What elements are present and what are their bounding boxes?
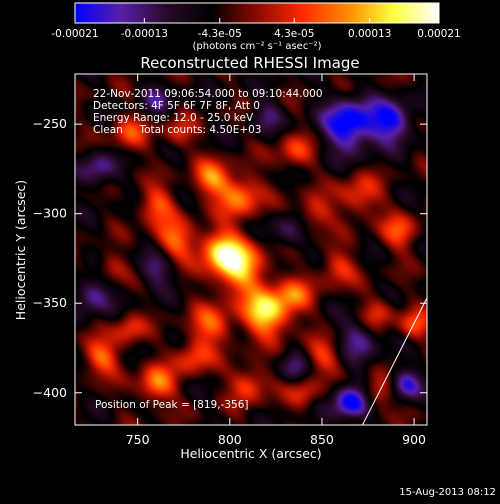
info-clean-counts: Clean Total counts: 4.50E+03	[93, 124, 262, 136]
footer-timestamp: 15-Aug-2013 08:12	[399, 487, 496, 498]
colorbar: -0.00021 -0.00013 -4.3e-05 4.3e-05 0.00013 0.…	[51, 2, 461, 52]
observation-info: 22-Nov-2011 09:06:54.000 to 09:10:44.000…	[93, 88, 323, 136]
colorbar-gradient	[74, 2, 440, 24]
info-energy-range: Energy Range: 12.0 - 25.0 keV	[93, 112, 254, 124]
x-tick-label: 750	[126, 432, 150, 447]
colorbar-tick-label: 4.3e-05	[274, 28, 314, 40]
y-axis-label: Heliocentric Y (arcsec)	[13, 180, 28, 320]
info-detectors: Detectors: 4F 5F 6F 7F 8F, Att 0	[93, 100, 260, 112]
colorbar-units: (photons cm⁻² s⁻¹ asec⁻²)	[192, 41, 321, 52]
colorbar-tick-label: 0.00021	[417, 28, 460, 40]
x-tick-label: 800	[218, 432, 242, 447]
x-tick-label: 900	[402, 432, 426, 447]
colorbar-tick-label: -0.00021	[51, 28, 98, 40]
colorbar-tick-label: -0.00013	[121, 28, 168, 40]
y-tick-label: −250	[33, 116, 67, 131]
x-axis-label: Heliocentric X (arcsec)	[180, 446, 321, 461]
chart-title: Reconstructed RHESSI Image	[140, 54, 359, 72]
colorbar-tick-label: -4.3e-05	[198, 28, 242, 40]
y-tick-label: −300	[33, 206, 67, 221]
info-time-range: 22-Nov-2011 09:06:54.000 to 09:10:44.000	[93, 88, 323, 100]
peak-position-label: Position of Peak = [819,-356]	[95, 399, 249, 411]
x-tick-label: 850	[310, 432, 334, 447]
y-tick-label: −350	[33, 295, 67, 310]
plot-frame	[74, 73, 428, 426]
y-tick-label: −400	[33, 385, 67, 400]
colorbar-ticks: -0.00021 -0.00013 -4.3e-05 4.3e-05 0.00013 0.…	[51, 18, 461, 40]
x-axis-ticks: 750 800 850 900	[126, 74, 426, 447]
solar-limb-line	[362, 297, 427, 425]
y-axis-ticks: −250 −300 −350 −400	[33, 116, 427, 400]
colorbar-tick-label: 0.00013	[348, 28, 391, 40]
